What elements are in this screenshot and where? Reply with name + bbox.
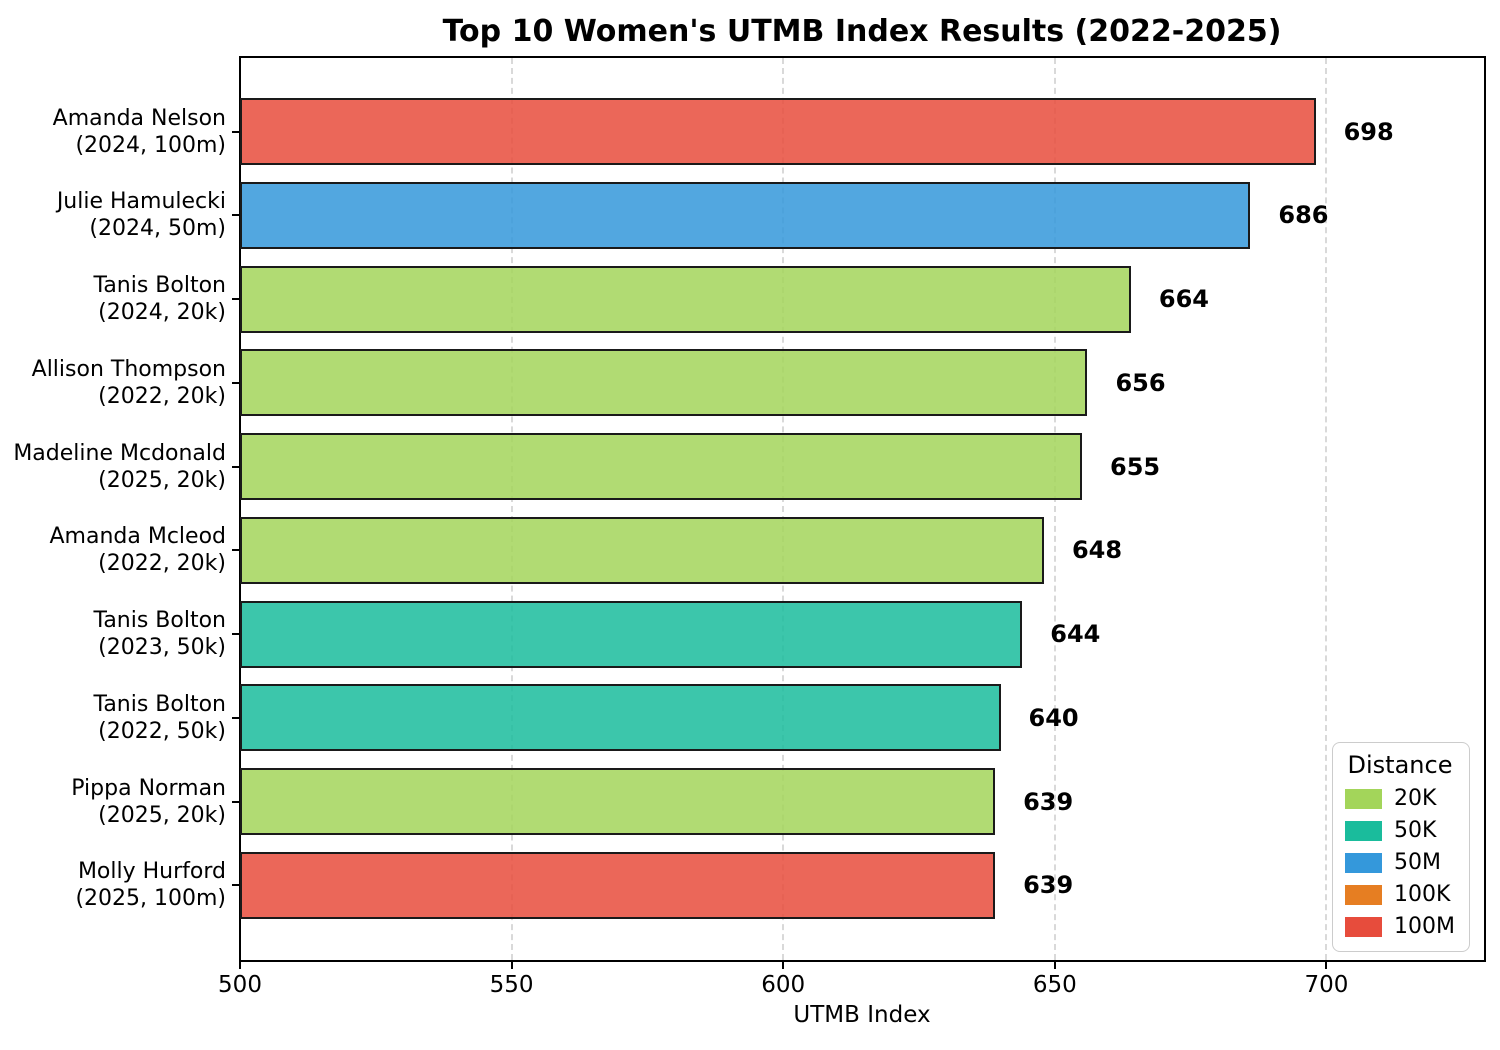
y-axis-tick-label-detail: (2022, 50k) bbox=[98, 718, 226, 744]
bar bbox=[240, 98, 1316, 166]
y-axis-tick-label: Amanda Mcleod (2022, 20k) bbox=[0, 523, 227, 577]
y-axis-tick-label-name: Julie Hamulecki bbox=[56, 189, 226, 215]
bar bbox=[240, 768, 996, 836]
bar-value-label: 640 bbox=[1028, 703, 1079, 732]
x-axis-tick-label: 650 bbox=[1032, 972, 1077, 998]
x-axis-tick-label: 550 bbox=[489, 972, 534, 998]
x-axis-tick-label: 700 bbox=[1304, 972, 1349, 998]
y-axis-tick-label: Tanis Bolton (2023, 50k) bbox=[0, 607, 226, 661]
legend-item-label: 100K bbox=[1394, 882, 1451, 907]
legend-swatch-50k bbox=[1345, 820, 1383, 841]
y-axis-tick-label-name: Madeline Mcdonald bbox=[13, 440, 226, 466]
y-axis-tick-label-detail: (2025, 20k) bbox=[98, 802, 226, 828]
bar bbox=[240, 181, 1251, 249]
y-axis-tick-label-detail: (2024, 100m) bbox=[75, 132, 226, 158]
y-axis-tick-mark bbox=[232, 800, 240, 803]
y-axis-tick-mark bbox=[232, 549, 240, 552]
bar bbox=[240, 851, 996, 919]
plot-area bbox=[239, 56, 1486, 962]
y-axis-tick-mark bbox=[232, 381, 240, 384]
x-axis-tick-mark bbox=[1325, 961, 1328, 969]
y-axis-tick-mark bbox=[232, 214, 240, 217]
legend-item: 100M bbox=[1345, 914, 1455, 939]
chart-title: Top 10 Women's UTMB Index Results (2022-… bbox=[442, 14, 1282, 49]
y-axis-tick-label-name: Tanis Bolton bbox=[93, 273, 226, 299]
gridline bbox=[782, 58, 785, 960]
y-axis-tick-label-detail: (2025, 20k) bbox=[98, 467, 226, 493]
y-axis-tick-mark bbox=[232, 130, 240, 133]
y-axis-tick-label-name: Amanda Nelson bbox=[52, 105, 226, 131]
legend-swatch-100k bbox=[1345, 884, 1383, 905]
y-axis-tick-label: Allison Thompson (2022, 20k) bbox=[0, 356, 226, 410]
legend-item: 20K bbox=[1345, 786, 1455, 811]
y-axis-tick-label: Julie Hamulecki (2024, 50m) bbox=[0, 188, 226, 242]
bar-value-label: 664 bbox=[1158, 285, 1209, 314]
y-axis-tick-mark bbox=[232, 716, 240, 719]
legend-item-label: 50M bbox=[1394, 850, 1441, 875]
x-axis-tick-mark bbox=[1053, 961, 1056, 969]
gridline bbox=[1053, 58, 1056, 960]
x-axis-tick-mark bbox=[510, 961, 513, 969]
legend-item: 100K bbox=[1345, 882, 1455, 907]
y-axis-tick-label: Molly Hurford (2025, 100m) bbox=[0, 858, 226, 912]
y-axis-tick-label-detail: (2025, 100m) bbox=[75, 886, 226, 912]
legend-swatch-20k bbox=[1345, 788, 1383, 809]
bar-value-label: 655 bbox=[1110, 452, 1161, 481]
x-axis-tick-label: 500 bbox=[218, 972, 262, 998]
y-axis-tick-label: Madeline Mcdonald (2025, 20k) bbox=[0, 440, 226, 494]
bar-value-label: 639 bbox=[1023, 787, 1074, 816]
y-axis-tick-mark bbox=[232, 465, 240, 468]
x-axis-tick-label: 600 bbox=[761, 972, 806, 998]
y-axis-tick-label: Tanis Bolton (2022, 50k) bbox=[0, 691, 226, 745]
legend-items: 20K 50K 50M 100K 100M bbox=[1345, 786, 1455, 939]
bar bbox=[240, 684, 1001, 752]
bar-value-label: 698 bbox=[1343, 117, 1394, 146]
y-axis-tick-label-detail: (2024, 20k) bbox=[98, 300, 226, 326]
bar bbox=[240, 349, 1088, 417]
y-axis-tick-label: Tanis Bolton (2024, 20k) bbox=[0, 272, 226, 326]
y-axis-tick-label: Amanda Nelson (2024, 100m) bbox=[0, 105, 226, 159]
legend-item-label: 100M bbox=[1394, 914, 1455, 939]
bar bbox=[240, 265, 1131, 333]
y-axis-tick-label-name: Allison Thompson bbox=[31, 356, 226, 382]
y-axis-tick-label-name: Pippa Norman bbox=[71, 775, 226, 801]
bar bbox=[240, 433, 1082, 501]
legend-title: Distance bbox=[1347, 751, 1453, 779]
y-axis-tick-mark bbox=[232, 633, 240, 636]
y-axis-tick-label-name: Amanda Mcleod bbox=[49, 524, 227, 550]
legend-swatch-100m bbox=[1345, 916, 1383, 937]
gridline bbox=[1325, 58, 1328, 960]
y-axis-tick-label-name: Molly Hurford bbox=[77, 859, 226, 885]
bar-value-label: 639 bbox=[1023, 871, 1074, 900]
bar bbox=[240, 600, 1023, 668]
bar-value-label: 648 bbox=[1071, 536, 1123, 565]
bar bbox=[240, 516, 1044, 584]
bar-value-label: 656 bbox=[1115, 368, 1166, 397]
y-axis-tick-label-detail: (2023, 50k) bbox=[98, 635, 226, 661]
y-axis-tick-mark bbox=[232, 884, 240, 887]
legend-swatch-50m bbox=[1345, 852, 1383, 873]
x-axis-title: UTMB Index bbox=[793, 1002, 931, 1028]
y-axis-tick-mark bbox=[232, 298, 240, 301]
y-axis-tick-label-detail: (2022, 20k) bbox=[98, 551, 226, 577]
legend-item: 50K bbox=[1345, 818, 1455, 843]
x-axis-tick-mark bbox=[239, 961, 241, 969]
y-axis-tick-label-detail: (2024, 50m) bbox=[89, 216, 226, 242]
legend-item-label: 20K bbox=[1394, 786, 1437, 811]
y-axis-tick-label-detail: (2022, 20k) bbox=[98, 383, 226, 409]
x-axis-tick-mark bbox=[782, 961, 785, 969]
legend-item-label: 50K bbox=[1394, 818, 1437, 843]
legend-item: 50M bbox=[1345, 850, 1455, 875]
gridline bbox=[510, 58, 513, 960]
y-axis-tick-label-name: Tanis Bolton bbox=[93, 691, 226, 717]
y-axis-tick-label: Pippa Norman (2025, 20k) bbox=[0, 775, 226, 829]
bar-value-label: 686 bbox=[1278, 201, 1329, 230]
bar-value-label: 644 bbox=[1050, 620, 1101, 649]
y-axis-tick-label-name: Tanis Bolton bbox=[93, 608, 226, 634]
legend: Distance 20K 50K 50M 100K 100M bbox=[1332, 742, 1470, 952]
